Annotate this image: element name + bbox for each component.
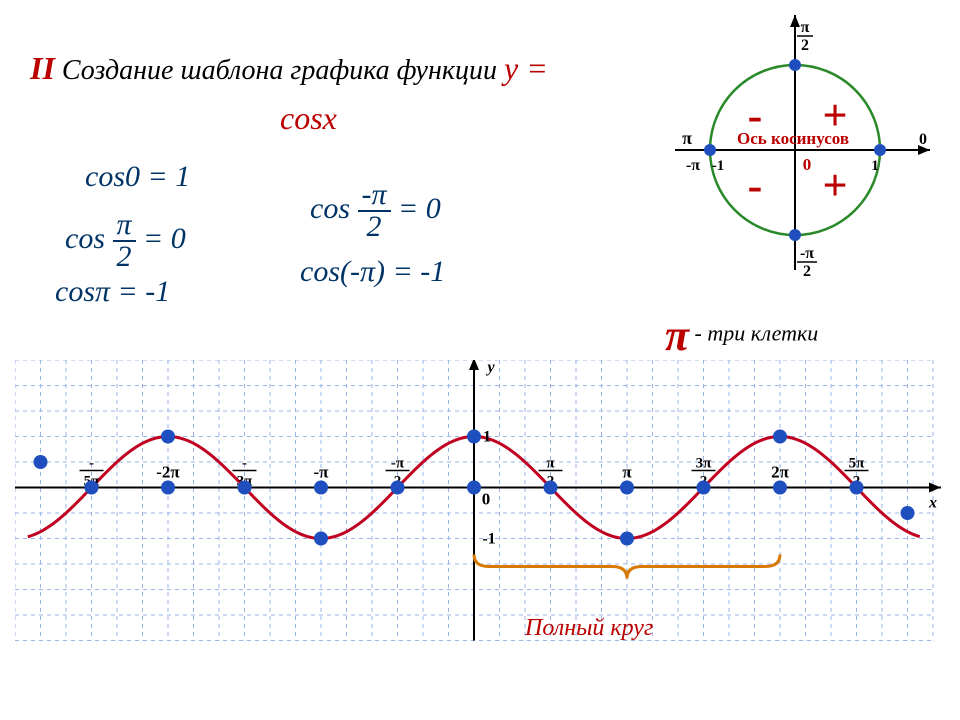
eq-cos0: cos0 = 1	[85, 160, 190, 194]
pi-symbol: π	[665, 311, 689, 360]
svg-text:1: 1	[483, 429, 491, 446]
svg-text:y: y	[485, 360, 495, 376]
svg-text:-: -	[89, 456, 94, 472]
page-title: II Создание шаблона графика функции y =	[30, 50, 548, 87]
svg-text:-: -	[748, 161, 763, 210]
svg-text:0: 0	[803, 155, 812, 174]
pi-scale-note: π - три клетки	[665, 310, 818, 361]
svg-text:π: π	[682, 128, 692, 148]
svg-text:π: π	[622, 463, 632, 482]
function-name: cosx	[280, 100, 337, 137]
title-text: Создание шаблона графика функции	[62, 55, 497, 86]
title-roman-numeral: II	[30, 50, 55, 86]
eq-cos-pi-2: cos π2 = 0	[65, 210, 186, 272]
svg-text:-π: -π	[391, 456, 405, 472]
svg-text:π: π	[801, 19, 810, 36]
svg-text:-1: -1	[482, 531, 495, 548]
function-y-eq: y =	[504, 50, 548, 86]
eq-cos-neg-pi: cos(-π) = -1	[300, 255, 445, 289]
svg-text:-: -	[242, 456, 247, 472]
svg-text:2: 2	[801, 37, 809, 54]
svg-text:5π: 5π	[849, 456, 866, 472]
svg-text:Ось косинусов: Ось косинусов	[737, 129, 849, 148]
svg-text:2: 2	[803, 263, 811, 280]
svg-text:-π: -π	[314, 463, 330, 482]
unit-circle-diagram: +--+π2-π2π-π0-110Ось косинусов	[640, 0, 950, 310]
svg-text:-2π: -2π	[156, 463, 180, 482]
svg-text:3π: 3π	[696, 456, 713, 472]
svg-text:-1: -1	[712, 158, 725, 174]
svg-text:π: π	[546, 456, 555, 472]
eq-cos-pi: cosπ = -1	[55, 275, 170, 309]
eq-cos-neg-pi-2: cos -π2 = 0	[310, 180, 441, 242]
svg-text:+: +	[822, 161, 847, 210]
svg-text:0: 0	[919, 131, 927, 148]
svg-text:1: 1	[871, 158, 879, 174]
full-circle-label: Полный круг	[525, 615, 653, 642]
svg-text:2π: 2π	[771, 463, 790, 482]
svg-text:0: 0	[482, 490, 491, 509]
svg-text:-π: -π	[686, 157, 700, 174]
svg-text:-π: -π	[800, 245, 814, 262]
cosine-graph: -5π-2π-3π-π-π2π2π3π22π5π21-10yx	[15, 360, 945, 660]
svg-text:x: x	[928, 495, 937, 512]
